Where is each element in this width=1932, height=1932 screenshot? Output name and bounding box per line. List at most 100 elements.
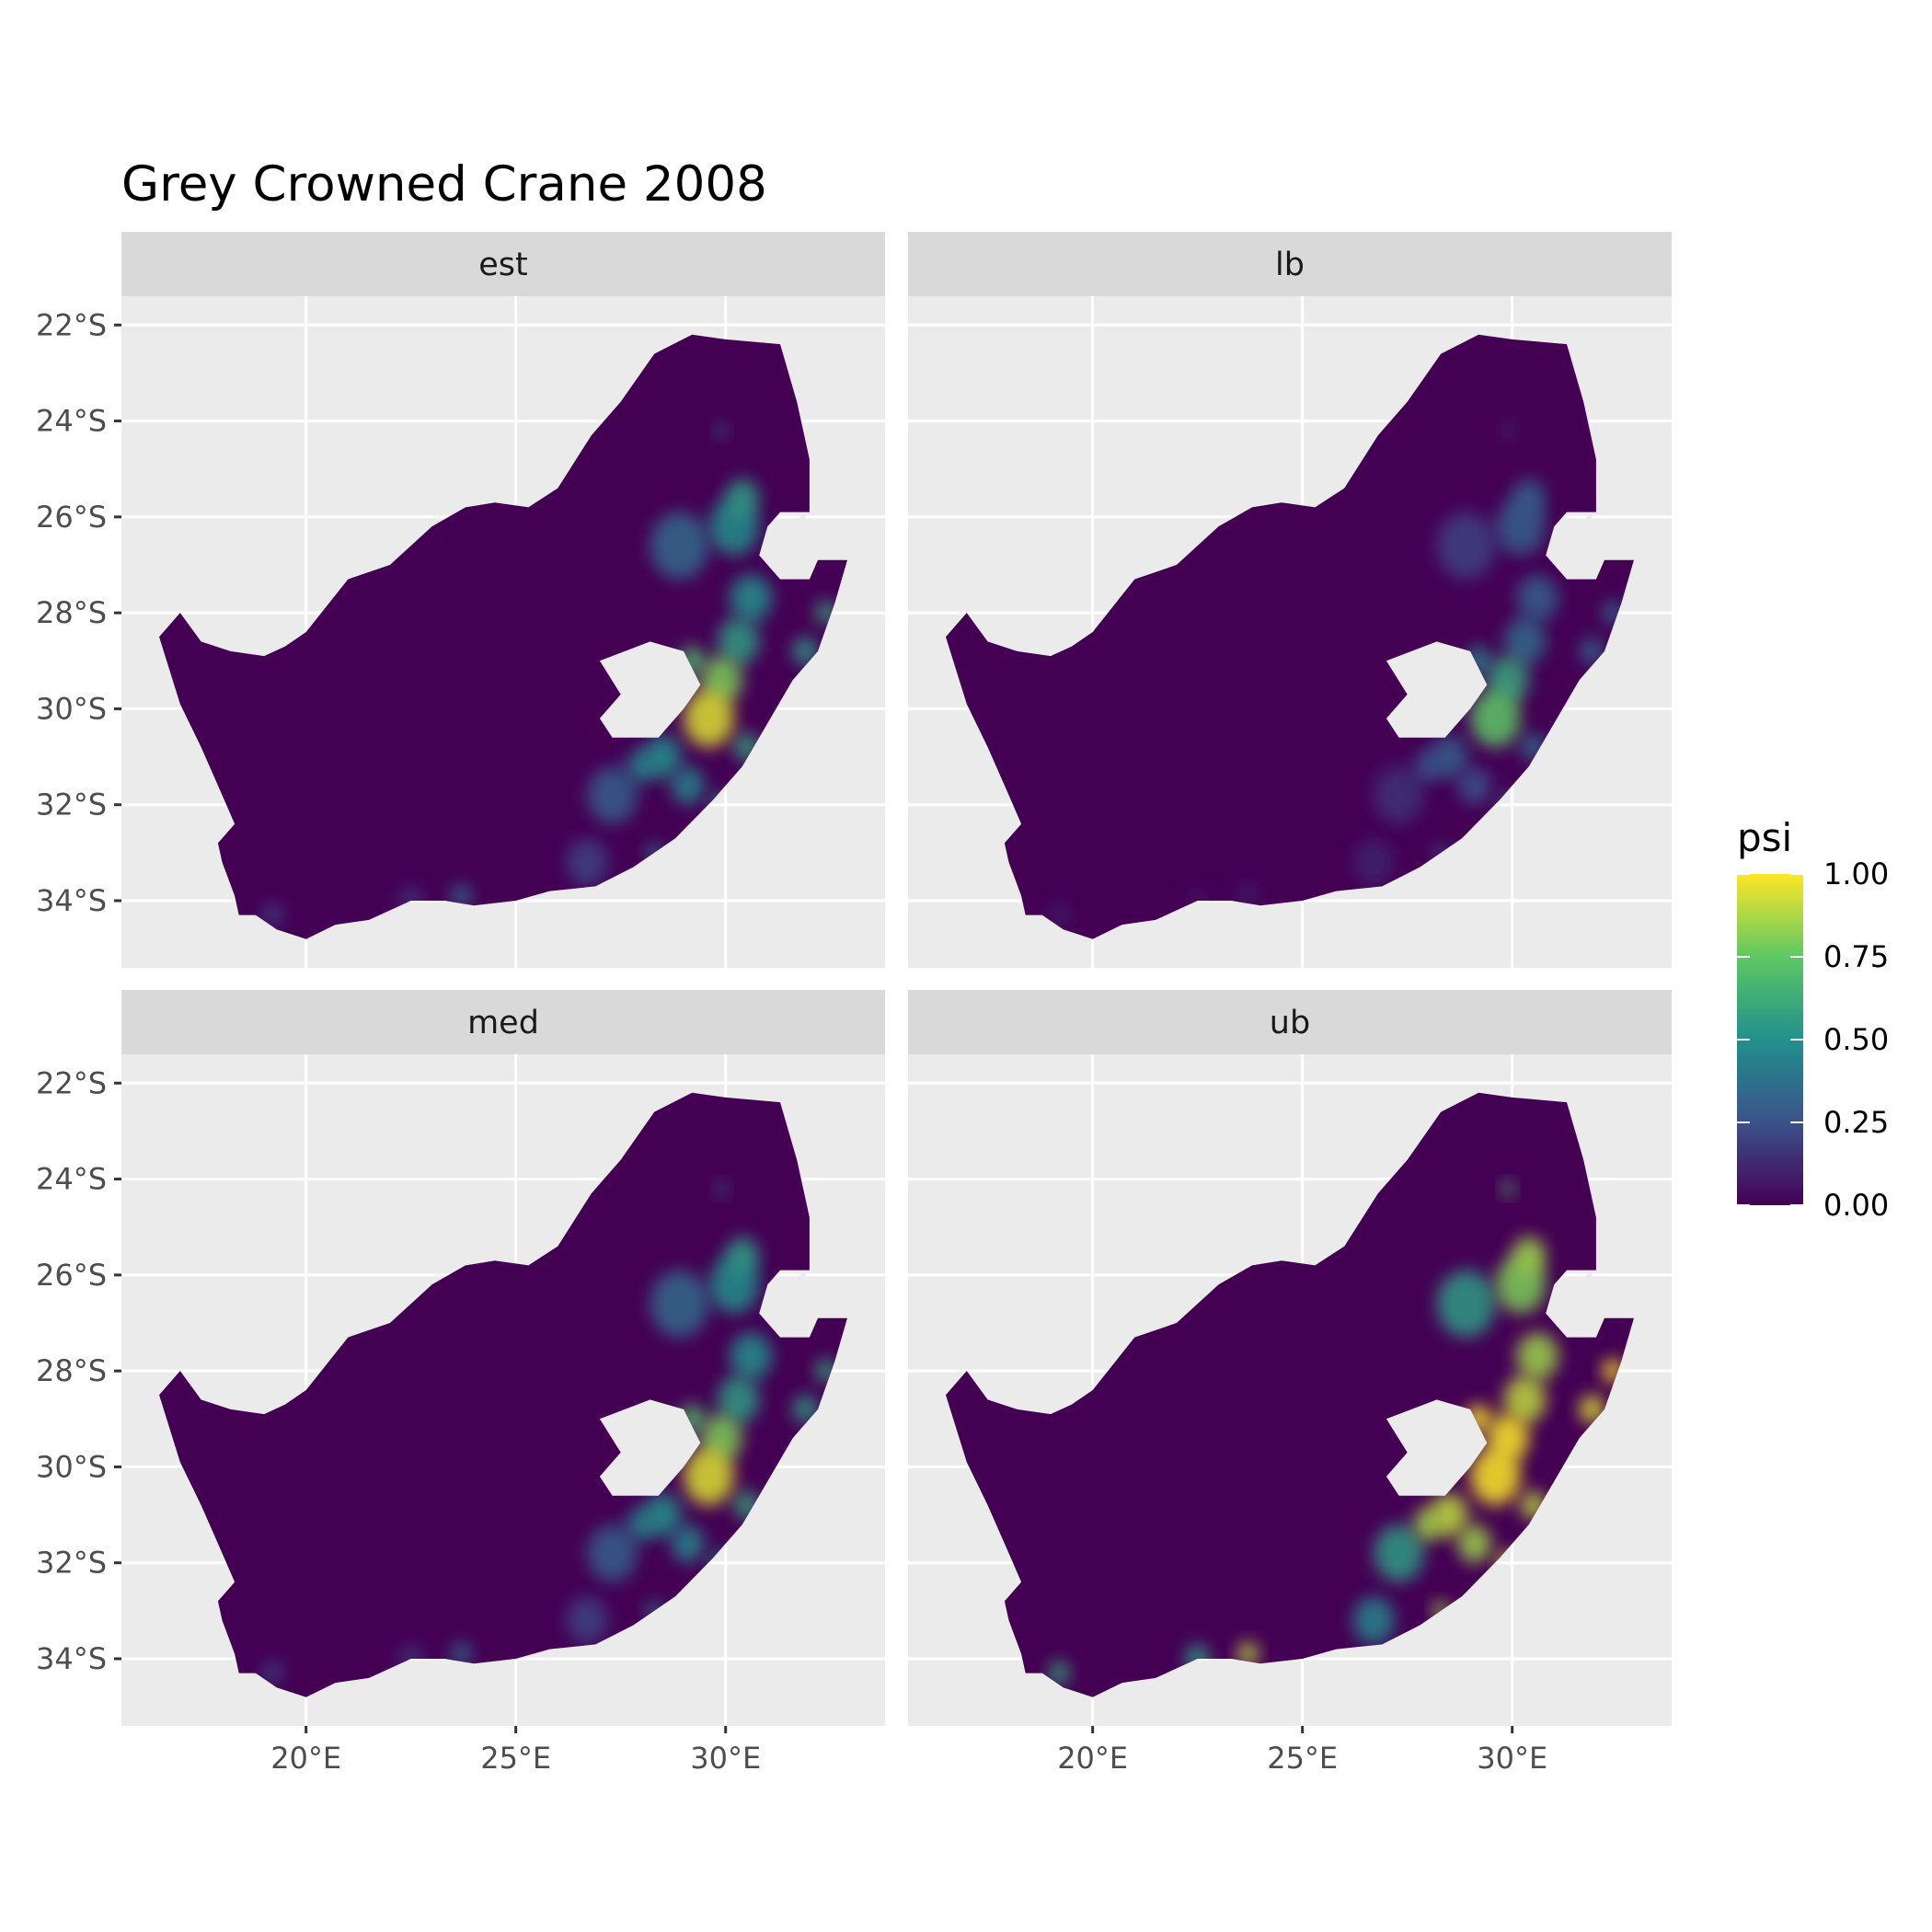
psi-hotspots-lb — [1048, 423, 1624, 927]
legend-colorbar: 0.00 0.25 0.50 0.75 1.00 — [1737, 857, 1889, 1223]
psi-hotspot — [650, 512, 709, 580]
psi-hotspot — [684, 689, 734, 748]
facet-strip-est — [121, 232, 885, 296]
psi-hotspot — [1457, 1524, 1491, 1563]
psi-hotspot — [1457, 766, 1491, 805]
y-tick-label: 30°S — [36, 1449, 107, 1484]
x-tick-label: 30°E — [1477, 1741, 1547, 1776]
x-tick-label: 30°E — [690, 1741, 761, 1776]
psi-hotspot — [684, 1447, 734, 1506]
psi-hotspot — [1430, 735, 1468, 779]
excluded-region — [759, 1270, 806, 1318]
legend: psi 0.00 0.25 0.50 0.75 1.00 — [1737, 815, 1889, 1223]
psi-hotspot — [715, 423, 728, 438]
facet-panel-ub: ub 20°E 25°E 30°E — [908, 990, 1672, 1776]
psi-hotspot — [792, 637, 819, 666]
psi-hotspot — [1487, 1414, 1529, 1463]
psi-hotspot — [725, 1236, 760, 1275]
psi-hotspots-est — [261, 423, 837, 927]
psi-hotspot — [1236, 1641, 1259, 1666]
y-tick-label: 22°S — [36, 307, 107, 342]
facet-panel-med: med 22°S 24°S 26°S 28°S 30°S 32°S 34°S 20°E 25°E 3… — [36, 990, 885, 1776]
psi-hotspot — [671, 1524, 705, 1563]
x-tick-label: 25°E — [1267, 1741, 1338, 1776]
x-tick-label: 20°E — [270, 1741, 341, 1776]
psi-hotspot — [566, 838, 609, 887]
y-tick-label: 26°S — [36, 500, 107, 535]
psi-hotspot — [1352, 1596, 1396, 1645]
psi-hotspot — [1512, 478, 1547, 517]
excluded-region — [1546, 1270, 1593, 1318]
psi-hotspot — [792, 1395, 819, 1424]
psi-hotspot — [1503, 1375, 1547, 1424]
legend-label: 0.50 — [1823, 1022, 1889, 1057]
psi-hotspot — [1374, 766, 1424, 824]
y-tick-label: 34°S — [36, 883, 107, 918]
y-tick-label: 28°S — [36, 1353, 107, 1388]
psi-hotspot — [715, 1181, 728, 1196]
psi-hotspot — [1430, 1493, 1468, 1537]
psi-hotspot — [261, 903, 283, 927]
legend-label: 0.00 — [1823, 1188, 1889, 1223]
legend-label: 1.00 — [1823, 857, 1889, 891]
psi-hotspots-med — [261, 1181, 837, 1685]
psi-hotspot — [671, 766, 705, 805]
psi-hotspot — [1374, 1524, 1424, 1582]
facet-panel-lb: lb — [908, 232, 1672, 968]
psi-hotspot — [1579, 1395, 1605, 1424]
psi-hotspot — [1236, 883, 1259, 908]
x-tick-label: 20°E — [1057, 1741, 1128, 1776]
psi-hotspot — [725, 478, 760, 517]
psi-hotspot — [1501, 423, 1514, 438]
y-tick-label: 32°S — [36, 788, 107, 822]
facet-label-lb: lb — [1275, 247, 1305, 283]
psi-hotspot — [650, 1270, 709, 1338]
facet-label-ub: ub — [1270, 1005, 1310, 1041]
excluded-region — [599, 1399, 701, 1496]
psi-hotspot — [717, 1375, 760, 1424]
psi-hotspot — [450, 1641, 472, 1666]
excluded-region — [1546, 512, 1593, 560]
psi-hotspot — [717, 617, 760, 666]
psi-hotspot — [587, 766, 638, 824]
y-tick-label: 26°S — [36, 1258, 107, 1293]
facet-label-est: est — [478, 247, 528, 283]
psi-hotspot — [1436, 512, 1496, 580]
facet-panel-est: est 22°S 24°S 26°S 28°S 30°S 32°S 34°S — [36, 232, 885, 968]
y-tick-label: 24°S — [36, 404, 107, 439]
psi-hotspots-ub — [1048, 1181, 1624, 1685]
y-tick-label: 30°S — [36, 691, 107, 726]
psi-hotspot — [1503, 617, 1547, 666]
facet-strip-med — [121, 990, 885, 1054]
psi-hotspot — [1579, 637, 1605, 666]
excluded-region — [599, 641, 701, 738]
legend-label: 0.25 — [1823, 1105, 1889, 1140]
y-tick-label: 22°S — [36, 1065, 107, 1100]
psi-hotspot — [643, 735, 682, 779]
psi-hotspot — [1048, 1661, 1070, 1685]
y-tick-label: 24°S — [36, 1162, 107, 1197]
x-tick-label: 25°E — [480, 1741, 551, 1776]
psi-hotspot — [1436, 1270, 1496, 1338]
psi-hotspot — [1516, 1332, 1558, 1381]
facet-strip-ub — [908, 990, 1672, 1054]
psi-hotspot — [1512, 1236, 1547, 1275]
legend-label: 0.75 — [1823, 939, 1889, 974]
psi-hotspot — [730, 574, 772, 623]
excluded-region — [759, 512, 806, 560]
psi-hotspot — [450, 883, 472, 908]
facet-panels: est 22°S 24°S 26°S 28°S 30°S 32°S 34°S lb med 22°S… — [36, 232, 1672, 1776]
psi-hotspot — [1352, 838, 1396, 887]
facet-strip-lb — [908, 232, 1672, 296]
psi-hotspot — [566, 1596, 609, 1645]
psi-hotspot — [1501, 1181, 1514, 1196]
psi-hotspot — [1048, 903, 1070, 927]
legend-title: psi — [1737, 815, 1792, 860]
psi-hotspot — [643, 1493, 682, 1537]
psi-hotspot — [587, 1524, 638, 1582]
psi-hotspot — [1516, 574, 1558, 623]
excluded-region — [1386, 1399, 1488, 1496]
excluded-region — [1386, 641, 1488, 738]
